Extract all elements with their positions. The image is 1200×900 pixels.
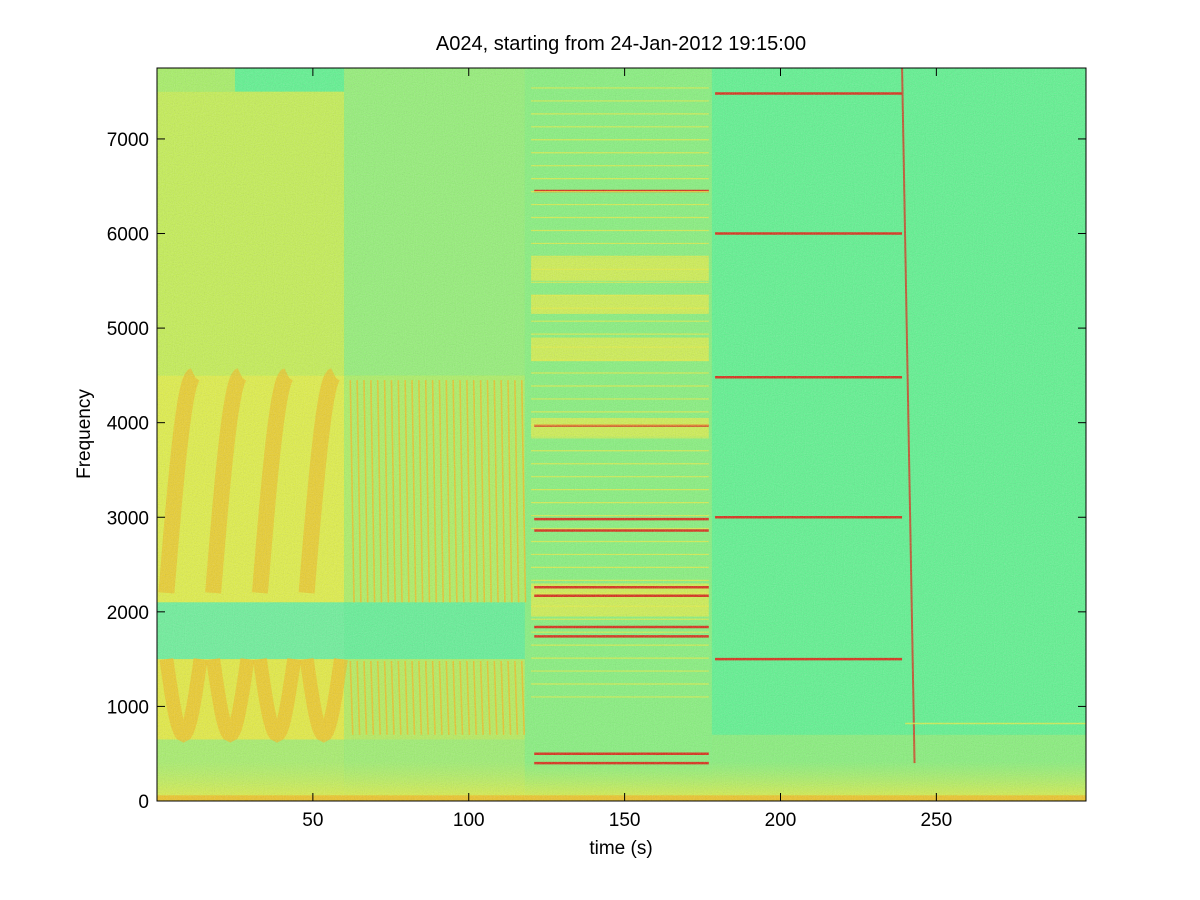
y-tick-label: 0 bbox=[138, 792, 149, 813]
y-tick-label: 7000 bbox=[107, 130, 149, 151]
x-tick-label: 200 bbox=[765, 810, 797, 831]
y-tick-label: 1000 bbox=[107, 697, 149, 718]
plot-frame bbox=[156, 67, 1087, 802]
noise-texture bbox=[157, 68, 1086, 801]
y-tick-label: 4000 bbox=[107, 414, 149, 435]
x-tick-label: 250 bbox=[921, 810, 953, 831]
x-axis-ticks: 50 100 150 200 250 bbox=[302, 68, 952, 831]
x-tick-label: 150 bbox=[609, 810, 641, 831]
y-axis-label: Frequency bbox=[74, 389, 95, 479]
y-axis-ticks: 0 1000 2000 3000 4000 5000 6000 7000 bbox=[107, 130, 1086, 813]
x-axis-label: time (s) bbox=[589, 838, 652, 859]
y-tick-label: 2000 bbox=[107, 603, 149, 624]
x-tick-label: 50 bbox=[302, 810, 323, 831]
y-tick-label: 3000 bbox=[107, 508, 149, 529]
x-tick-label: 100 bbox=[453, 810, 485, 831]
y-tick-label: 5000 bbox=[107, 319, 149, 340]
y-tick-label: 6000 bbox=[107, 225, 149, 246]
chart-title: A024, starting from 24-Jan-2012 19:15:00 bbox=[436, 33, 806, 55]
plot-area bbox=[157, 68, 1086, 801]
